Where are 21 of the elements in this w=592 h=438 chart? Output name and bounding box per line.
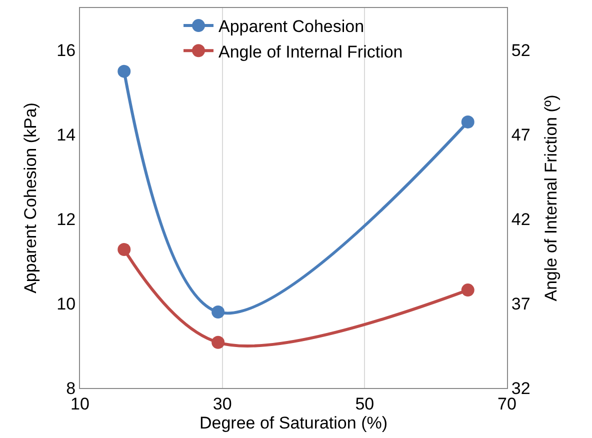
x-tick-label: 50 bbox=[355, 394, 374, 414]
y-tick-label: 12 bbox=[56, 210, 76, 230]
point bbox=[212, 336, 225, 349]
y2-tick-label: 42 bbox=[511, 210, 530, 230]
y2-tick-label: 52 bbox=[511, 41, 530, 60]
y-tick-label: 10 bbox=[56, 294, 76, 314]
point bbox=[212, 306, 225, 318]
legend-label: Angle of Internal Friction bbox=[218, 42, 403, 62]
legend-label: Apparent Cohesion bbox=[218, 17, 364, 36]
y2-axis-title: Angle of Internal Friction (º) bbox=[542, 94, 561, 302]
point bbox=[118, 243, 131, 256]
y-axis-title: Apparent Cohesion (kPa) bbox=[21, 102, 40, 294]
point bbox=[118, 64, 131, 78]
x-axis-title: Degree of Saturation (%) bbox=[199, 413, 388, 432]
y2-tick-label: 47 bbox=[511, 126, 530, 145]
x-tick-label: 30 bbox=[212, 394, 232, 414]
y-tick-label: 16 bbox=[56, 41, 76, 60]
y-tick-label: 14 bbox=[56, 126, 76, 145]
point bbox=[461, 284, 474, 297]
point bbox=[461, 116, 474, 128]
y2-tick-label: 37 bbox=[511, 294, 530, 314]
